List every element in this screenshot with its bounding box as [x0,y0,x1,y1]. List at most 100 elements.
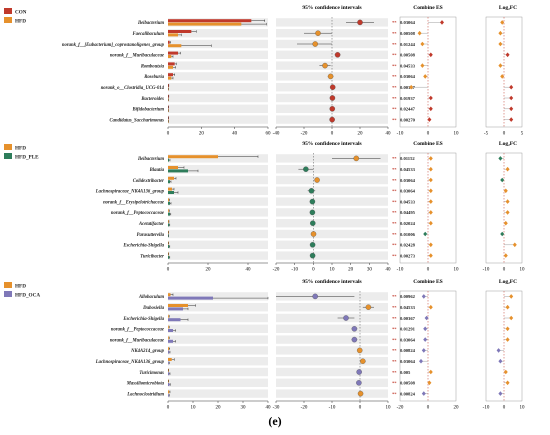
bar-x-tick-label: 30 [241,406,247,411]
pvalue-marker: ** [392,210,397,215]
pvalue-label: 0.03064 [400,178,416,183]
ci-row-bg [276,335,388,344]
bar-hfd [168,65,173,69]
pvalue-label: 0.00508 [400,381,416,386]
fc-header: Log₂FC [499,279,517,285]
taxon-label: Colidextribacter [133,179,164,184]
bar-row-bg [168,324,268,333]
taxon-label: Turicibacter [140,254,164,259]
ci-row-bg [276,251,388,260]
bar-hfd_oca [168,393,169,397]
es-x-tick-label: 10 [454,132,460,137]
ci-point [329,84,336,90]
pvalue-marker: ** [392,391,397,396]
es-point [423,326,428,332]
es-point [428,199,433,204]
ci-row-bg [276,324,388,333]
pvalue-marker: ** [392,294,397,299]
es-x-tick-label: 10 [454,268,460,273]
bar-hfd [168,304,188,307]
fc-point [498,156,503,161]
bar-hfd_ple [168,191,174,194]
ci-row-bg [276,50,388,59]
fc-point [500,20,505,25]
ci-row-bg [276,229,388,239]
ci-point [309,252,316,259]
bar-con [168,19,252,23]
ci-point [314,177,320,183]
pvalue-marker: ** [392,53,397,58]
pvalue-label: 0.01006 [400,232,416,237]
taxon-label: Romboutsia [141,64,165,69]
pvalue-marker: ** [392,31,397,36]
legend-swatch-hfd_oca [4,291,12,297]
fc-point [509,106,514,112]
ci-point [356,380,362,386]
pvalue-label: 0.04533 [400,199,416,204]
fc-point [498,358,503,364]
ci-x-tick-label: -20 [301,406,308,411]
bar-x-tick-label: 20 [216,406,222,411]
es-x-tick-label: -20 [397,406,404,411]
taxon-label: Lachnospiraceae_NK4A136_group [95,190,165,195]
pvalue-label: 0.04495 [400,210,416,215]
taxon-label: Lachnospiraceae_NK4A136_group [95,360,165,365]
fc-point [505,380,510,386]
bar-hfd [168,336,169,340]
bar-hfd_ple [168,255,170,259]
ci-point [310,220,316,226]
bar-con [168,84,169,87]
legend-label-hfd: HFD [15,19,26,25]
ci-point [351,326,358,332]
bar-row-bg [168,219,268,228]
fc-x-tick-label: 0 [503,132,506,137]
ci-row-bg [276,165,388,174]
es-point [421,348,426,353]
pvalue-label: 0.00367 [400,85,416,90]
bar-row-bg [168,61,268,70]
bar-x-tick-label: 10 [191,406,197,411]
pvalue-label: 0.00270 [400,117,416,122]
ci-point [322,62,328,69]
pvalue-label: 0.00824 [400,391,416,396]
ci-x-tick-label: 30 [367,268,373,273]
ci-point [353,155,360,162]
pvalue-label: 0.01152 [400,156,415,161]
taxon-label: norank_f__[Eubacterium]_coprostanoligene… [62,43,165,48]
ci-row-bg [276,197,388,206]
pvalue-marker: ** [392,232,397,237]
es-point [428,369,433,375]
es-point [421,294,426,299]
bar-hfd [168,176,174,180]
fc-header: Log₂FC [499,5,517,11]
taxon-label: norank_f__Peptococcaceae [111,328,164,333]
fc-point [509,117,514,122]
es-point [428,220,433,226]
bar-hfd_oca [168,318,181,322]
bar-hfd [168,358,172,361]
es-point [428,95,433,101]
taxon-label: norank_f__Muribaculaceae [110,54,164,59]
es-point [428,188,433,194]
bar-row-bg [168,83,268,92]
fc-point [505,52,510,58]
pvalue-marker: ** [392,243,397,248]
taxon-label: norank_f__Muribaculaceae [110,338,164,343]
taxon-label: Allobaculum [138,295,164,300]
fc-point [505,304,510,310]
bar-x-tick-label: 20 [199,132,205,137]
fc-point [503,220,508,226]
ci-row-bg [276,357,388,366]
ci-point [356,347,363,354]
bar-hfd [168,390,170,394]
bar-row-bg [168,313,268,323]
ci-x-tick-label: -40 [273,132,280,137]
ci-row-bg [276,240,388,249]
bar-hfd_oca [168,296,213,300]
ci-point [309,209,316,216]
pvalue-marker: ** [392,253,397,258]
ci-x-tick-label: 40 [386,268,392,273]
bar-row-bg [168,197,268,206]
pvalue-marker: ** [392,42,397,47]
bar-hfd [168,187,172,191]
